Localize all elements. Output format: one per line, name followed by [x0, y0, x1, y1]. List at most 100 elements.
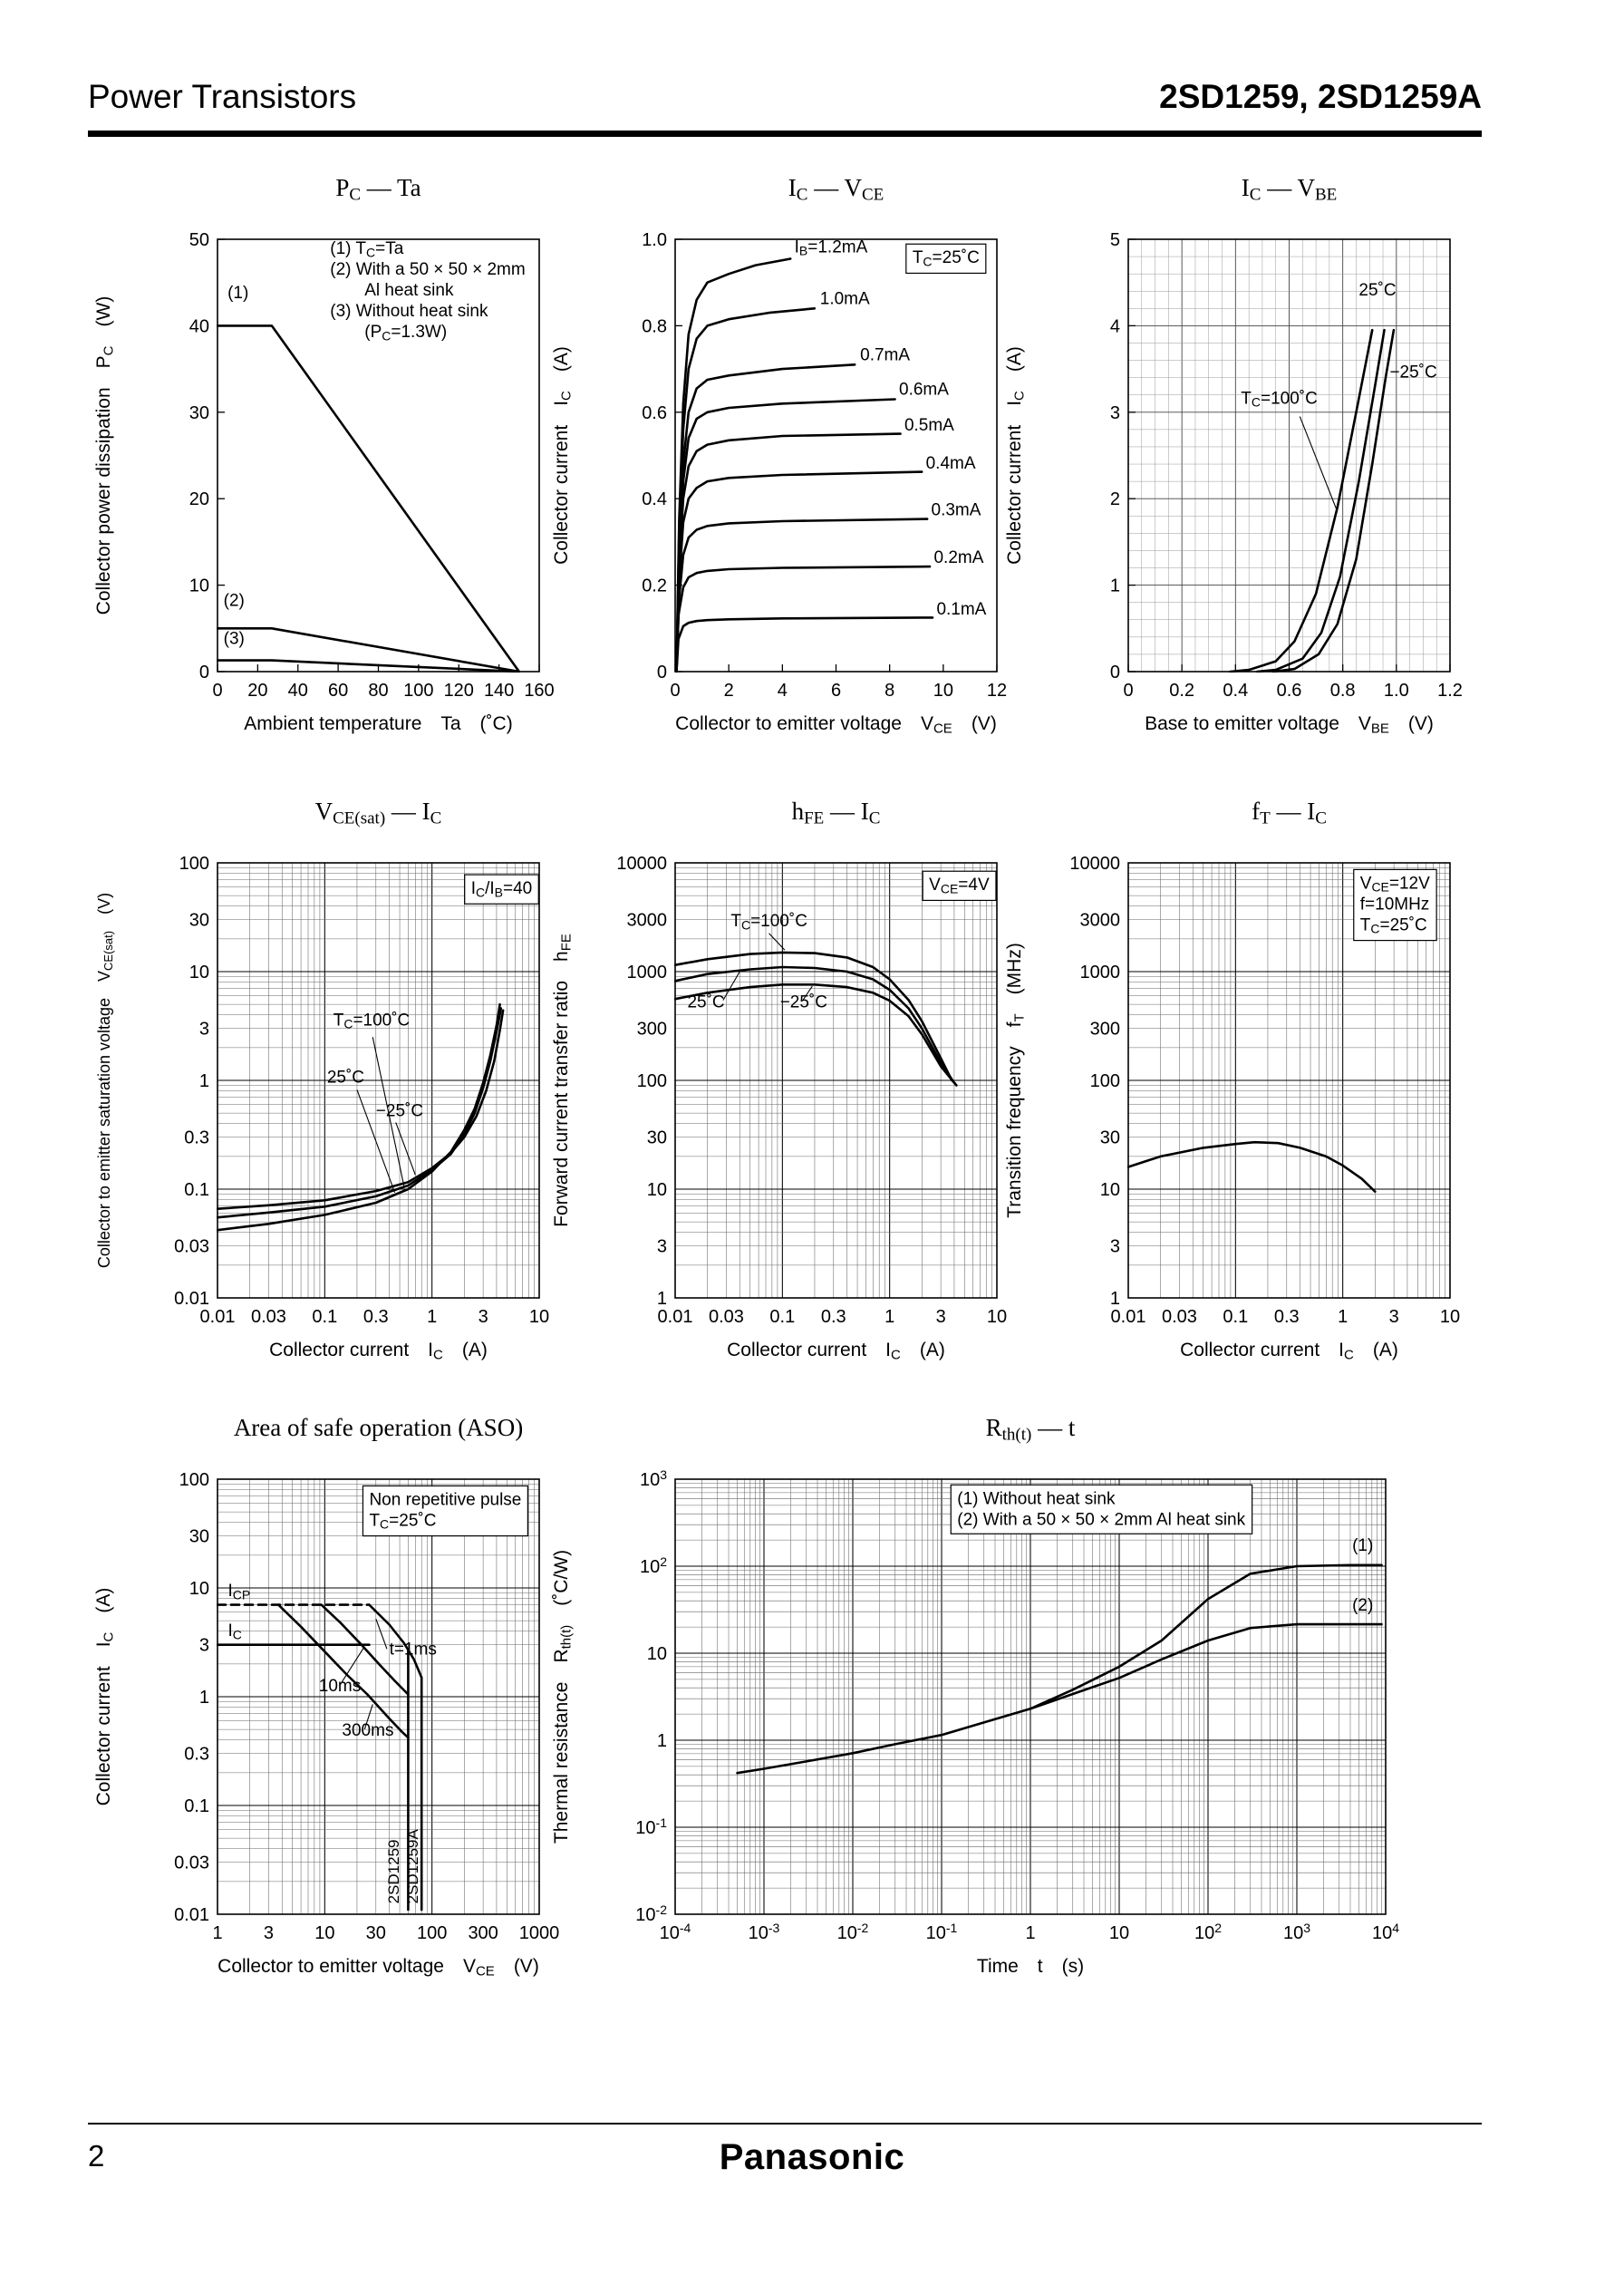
x-tick-label: 0 [212, 681, 222, 701]
x-tick-label: 0.3 [1274, 1307, 1300, 1327]
x-tick-label: 4 [778, 681, 788, 701]
x-axis-label: Collector to emitter voltage VCE (V) [675, 713, 997, 737]
annotation: Non repetitive pulse [369, 1490, 521, 1509]
annotation: Al heat sink [330, 281, 454, 300]
y-tick-label: 10000 [1069, 854, 1120, 874]
annotation: 1.0mA [820, 290, 870, 309]
x-tick-label: 1.2 [1437, 681, 1463, 701]
y-tick-label: 3 [1110, 1237, 1120, 1257]
y-axis-label: Collector power dissipation PC (W) [93, 296, 117, 615]
x-tick-label: 0.3 [821, 1307, 846, 1327]
x-axis-label: Collector current IC (A) [1180, 1340, 1398, 1363]
y-tick-label: 100 [1090, 1071, 1120, 1091]
x-tick-label: 3 [478, 1307, 488, 1327]
chart-title: fT — IC [1252, 798, 1327, 828]
chart-ft-ic: 0.01 0.03 0.1 0.3 1 3 10 1 3 10 30 100 300 1000 3000 10… [1004, 798, 1460, 1363]
annotation: TC=25˚C [369, 1511, 436, 1531]
annotation: (PC=1.3W) [330, 323, 447, 343]
annotation: (2) [1352, 1596, 1373, 1615]
series-curve [675, 432, 902, 673]
y-tick-label: 30 [1100, 1128, 1120, 1148]
series-curve [675, 565, 932, 673]
x-tick-label: 10 [933, 681, 953, 701]
x-tick-label: 0.03 [1162, 1307, 1197, 1327]
y-tick-label: 20 [189, 489, 209, 509]
y-tick-label: 0.03 [174, 1237, 209, 1257]
x-axis-label: Collector to emitter voltage VCE (V) [218, 1956, 539, 1979]
annotation-box [905, 243, 987, 275]
annotation: 0.1mA [936, 600, 986, 619]
x-tick-label: 1000 [519, 1923, 560, 1943]
y-tick-label: 102 [640, 1554, 667, 1577]
annotation: (3) [224, 629, 245, 648]
x-tick-label: 140 [484, 681, 514, 701]
y-tick-label: 3 [199, 1020, 209, 1040]
annotation: 25˚C [1358, 281, 1396, 300]
series-curve [217, 1002, 501, 1232]
x-tick-label: 12 [987, 681, 1007, 701]
x-tick-label: 20 [247, 681, 267, 701]
leader-line [375, 1618, 388, 1650]
document-category: Power Transistors [88, 78, 357, 115]
annotation: (2) [224, 591, 245, 610]
y-tick-label: 0 [1110, 663, 1120, 682]
annotation: (1) TC=Ta [330, 239, 403, 259]
y-tick-label: 3 [1110, 403, 1120, 423]
y-tick-label: 10 [189, 576, 209, 596]
y-axis-label: Collector current IC (A) [93, 1588, 117, 1806]
chart-title: Rth(t) — t [986, 1414, 1076, 1445]
annotation: 2SD1259A [404, 1828, 421, 1903]
x-tick-label: 160 [524, 681, 554, 701]
annotation: VCE=4V [929, 876, 990, 895]
y-axis-label: Collector to emitter saturation voltage … [95, 893, 115, 1268]
y-tick-label: 30 [189, 403, 209, 423]
x-tick-label: 100 [403, 681, 433, 701]
plot-border [217, 238, 540, 673]
y-tick-label: 0.01 [174, 1905, 209, 1925]
y-tick-label: 3 [657, 1237, 667, 1257]
y-tick-label: 40 [189, 316, 209, 336]
y-tick-label: 0.3 [184, 1128, 209, 1148]
y-tick-label: 2 [1110, 489, 1120, 509]
plot-border [217, 1478, 540, 1915]
annotation-box [464, 874, 539, 905]
x-tick-label: 0.1 [769, 1307, 795, 1327]
x-tick-label: 10 [1440, 1307, 1460, 1327]
x-tick-label: 0.03 [251, 1307, 286, 1327]
x-tick-label: 300 [468, 1923, 498, 1943]
chart-title: IC — VBE [1242, 174, 1337, 205]
y-tick-label: 0 [657, 663, 667, 682]
header-rule [88, 131, 1482, 137]
x-tick-label: 60 [328, 681, 348, 701]
y-tick-label: 10 [647, 1644, 667, 1664]
x-tick-label: 6 [831, 681, 841, 701]
annotation: f=10MHz [1360, 895, 1430, 914]
series-curve [320, 1603, 410, 1696]
x-tick-label: 1 [1338, 1307, 1348, 1327]
series-curve [217, 659, 521, 673]
y-tick-label: 1 [199, 1688, 209, 1708]
series-curve [1127, 1140, 1377, 1193]
annotation: VCE=12V [1360, 874, 1430, 894]
plot-border [1127, 238, 1451, 673]
y-tick-label: 30 [189, 911, 209, 931]
y-tick-label: 100 [179, 854, 209, 874]
page-header: Power Transistors 2SD1259, 2SD1259A [88, 78, 1482, 116]
leader-line [356, 1089, 396, 1193]
x-tick-label: 0.3 [363, 1307, 389, 1327]
x-tick-label: 1 [212, 1923, 222, 1943]
y-tick-label: 300 [637, 1020, 667, 1040]
y-tick-label: 10 [189, 963, 209, 982]
y-tick-label: 1 [1110, 1289, 1120, 1309]
annotation: TC=100˚C [334, 1011, 411, 1031]
x-tick-label: 102 [1194, 1921, 1222, 1943]
x-tick-label: 10 [529, 1307, 549, 1327]
x-tick-label: 1 [427, 1307, 437, 1327]
y-tick-label: 1 [1110, 576, 1120, 596]
series-curve [675, 616, 934, 673]
plot-border [674, 1478, 1387, 1915]
y-tick-label: 10000 [616, 854, 667, 874]
x-tick-label: 10 [1109, 1923, 1129, 1943]
x-tick-label: 0 [670, 681, 680, 701]
x-tick-label: 1 [1025, 1923, 1035, 1943]
